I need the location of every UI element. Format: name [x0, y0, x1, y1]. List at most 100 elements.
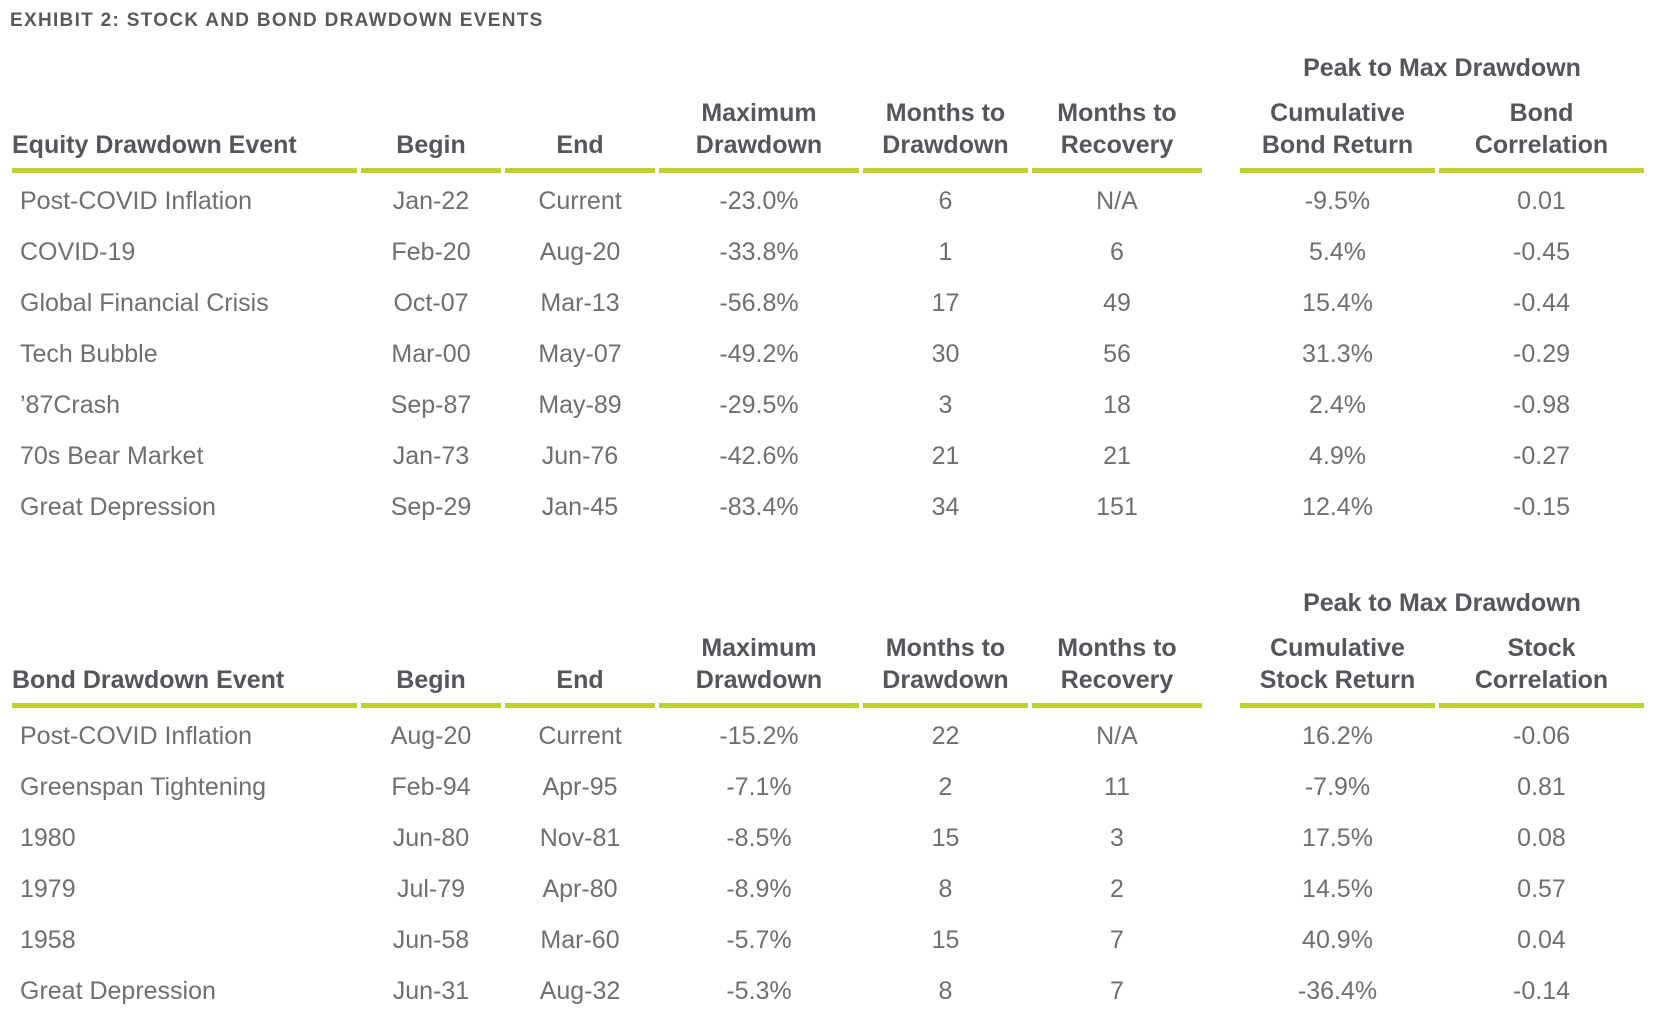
col-header-begin: Begin [361, 632, 501, 708]
spacer-cell [1206, 97, 1236, 173]
cell-end: Current [538, 722, 622, 750]
cell-end: Aug-32 [539, 977, 621, 1005]
cell-cumulative-return: 2.4% [1309, 391, 1366, 419]
cell-event: Tech Bubble [20, 340, 158, 368]
cell-correlation: -0.29 [1513, 340, 1570, 368]
cell-event: Greenspan Tightening [20, 773, 267, 801]
table-row: 70s Bear Market Jan-73 Jun-76 -42.6% 21 … [12, 431, 1644, 482]
col-header-months-to-drawdown: Months to Drawdown [863, 97, 1028, 173]
cell-begin: Jan-22 [392, 187, 470, 215]
header-line-1: Maximum [701, 99, 817, 127]
group-header-row: Peak to Max Drawdown [12, 54, 1644, 97]
cell-begin: Sep-87 [390, 391, 472, 419]
cell-cumulative-return: 31.3% [1302, 340, 1373, 368]
col-header-cumulative-return: Cumulative Bond Return [1240, 97, 1435, 173]
spacer-cell [1206, 708, 1236, 762]
header-line-1: Maximum [701, 634, 817, 662]
cell-months-to-recovery: 21 [1103, 442, 1131, 470]
group-header-empty [12, 54, 1202, 97]
group-header-empty [12, 589, 1202, 632]
cell-begin: Mar-00 [391, 340, 471, 368]
cell-event: Post-COVID Inflation [20, 187, 253, 215]
peak-to-max-drawdown-label: Peak to Max Drawdown [1303, 589, 1581, 617]
cell-months-to-drawdown: 3 [938, 391, 953, 419]
cell-correlation: -0.98 [1513, 391, 1570, 419]
column-header-row: Equity Drawdown Event Begin End Maximum D… [12, 97, 1645, 173]
cell-months-to-recovery: 151 [1096, 493, 1138, 521]
table-row: Greenspan Tightening Feb-94 Apr-95 -7.1%… [12, 762, 1644, 813]
cell-begin: Jan-73 [392, 442, 470, 470]
cell-end: Mar-60 [540, 926, 620, 954]
header-line-2: End [556, 666, 604, 694]
spacer-cell [1206, 227, 1236, 278]
spacer-cell [1206, 813, 1236, 864]
cell-max-drawdown: -5.3% [726, 977, 792, 1005]
cell-cumulative-return: -7.9% [1304, 773, 1371, 801]
header-line-2: Stock Return [1259, 666, 1416, 694]
cell-end: Jan-45 [541, 493, 619, 521]
spacer-cell [1206, 762, 1236, 813]
cell-max-drawdown: -23.0% [719, 187, 799, 215]
header-line-1: Stock [1507, 634, 1576, 662]
cell-max-drawdown: -42.6% [719, 442, 799, 470]
cell-begin: Jun-58 [392, 926, 470, 954]
table-row: 1979 Jul-79 Apr-80 -8.9% 8 2 14.5% 0.57 [12, 864, 1644, 915]
col-header-max-drawdown: Maximum Drawdown [659, 97, 859, 173]
cell-correlation: 0.57 [1517, 875, 1566, 903]
cell-correlation: 0.01 [1517, 187, 1566, 215]
cell-event: Great Depression [20, 493, 216, 521]
spacer-cell [1206, 54, 1236, 97]
header-line-2: Drawdown [882, 131, 1009, 159]
cell-end: Apr-80 [542, 875, 618, 903]
cell-months-to-drawdown: 2 [938, 773, 953, 801]
cell-months-to-drawdown: 15 [931, 926, 960, 954]
cell-event: ’87Crash [20, 391, 121, 419]
table-row: Post-COVID Inflation Aug-20 Current -15.… [12, 708, 1644, 762]
header-line-1: Months to [885, 634, 1006, 662]
cell-cumulative-return: 14.5% [1302, 875, 1373, 903]
cell-begin: Jul-79 [396, 875, 466, 903]
column-header-row: Bond Drawdown Event Begin End Maximum Dra… [12, 632, 1645, 708]
cell-cumulative-return: 5.4% [1309, 238, 1366, 266]
cell-correlation: 0.08 [1517, 824, 1566, 852]
col-header-end: End [505, 97, 655, 173]
cell-event: Post-COVID Inflation [20, 722, 253, 750]
cell-correlation: -0.14 [1513, 977, 1570, 1005]
cell-max-drawdown: -15.2% [719, 722, 799, 750]
col-header-max-drawdown: Maximum Drawdown [659, 632, 859, 708]
cell-event: 1979 [20, 875, 76, 903]
cell-months-to-recovery: 11 [1104, 773, 1130, 801]
cell-months-to-recovery: 7 [1110, 926, 1124, 954]
cell-end: Nov-81 [539, 824, 621, 852]
cell-correlation: -0.15 [1513, 493, 1570, 521]
spacer-cell [1206, 915, 1236, 966]
cell-months-to-recovery: 56 [1103, 340, 1131, 368]
spacer-cell [1206, 632, 1236, 708]
cell-begin: Jun-80 [392, 824, 470, 852]
header-line-2: Bond Return [1261, 131, 1414, 159]
cell-months-to-drawdown: 34 [931, 493, 960, 521]
header-line-2: Recovery [1060, 666, 1174, 694]
cell-end: Apr-95 [542, 773, 618, 801]
cell-months-to-drawdown: 17 [931, 289, 960, 317]
col-header-event: Equity Drawdown Event [12, 97, 357, 173]
cell-months-to-recovery: 6 [1110, 238, 1124, 266]
cell-months-to-drawdown: 30 [931, 340, 960, 368]
cell-cumulative-return: 17.5% [1302, 824, 1373, 852]
cell-max-drawdown: -29.5% [719, 391, 799, 419]
cell-correlation: -0.06 [1513, 722, 1570, 750]
cell-max-drawdown: -8.9% [726, 875, 792, 903]
col-header-cumulative-return: Cumulative Stock Return [1240, 632, 1435, 708]
cell-months-to-recovery: 7 [1110, 977, 1124, 1005]
cell-months-to-recovery: 3 [1110, 824, 1124, 852]
spacer-cell [1206, 482, 1236, 533]
header-line-2: Drawdown [695, 131, 823, 159]
cell-months-to-drawdown: 6 [938, 187, 953, 215]
table-row: ’87Crash Sep-87 May-89 -29.5% 3 18 2.4% … [12, 380, 1644, 431]
cell-months-to-recovery: 2 [1110, 875, 1124, 903]
header-line-2: Drawdown [695, 666, 823, 694]
cell-event: Great Depression [20, 977, 216, 1005]
cell-cumulative-return: 15.4% [1302, 289, 1373, 317]
spacer-cell [1206, 329, 1236, 380]
col-header-correlation: Stock Correlation [1439, 632, 1645, 708]
